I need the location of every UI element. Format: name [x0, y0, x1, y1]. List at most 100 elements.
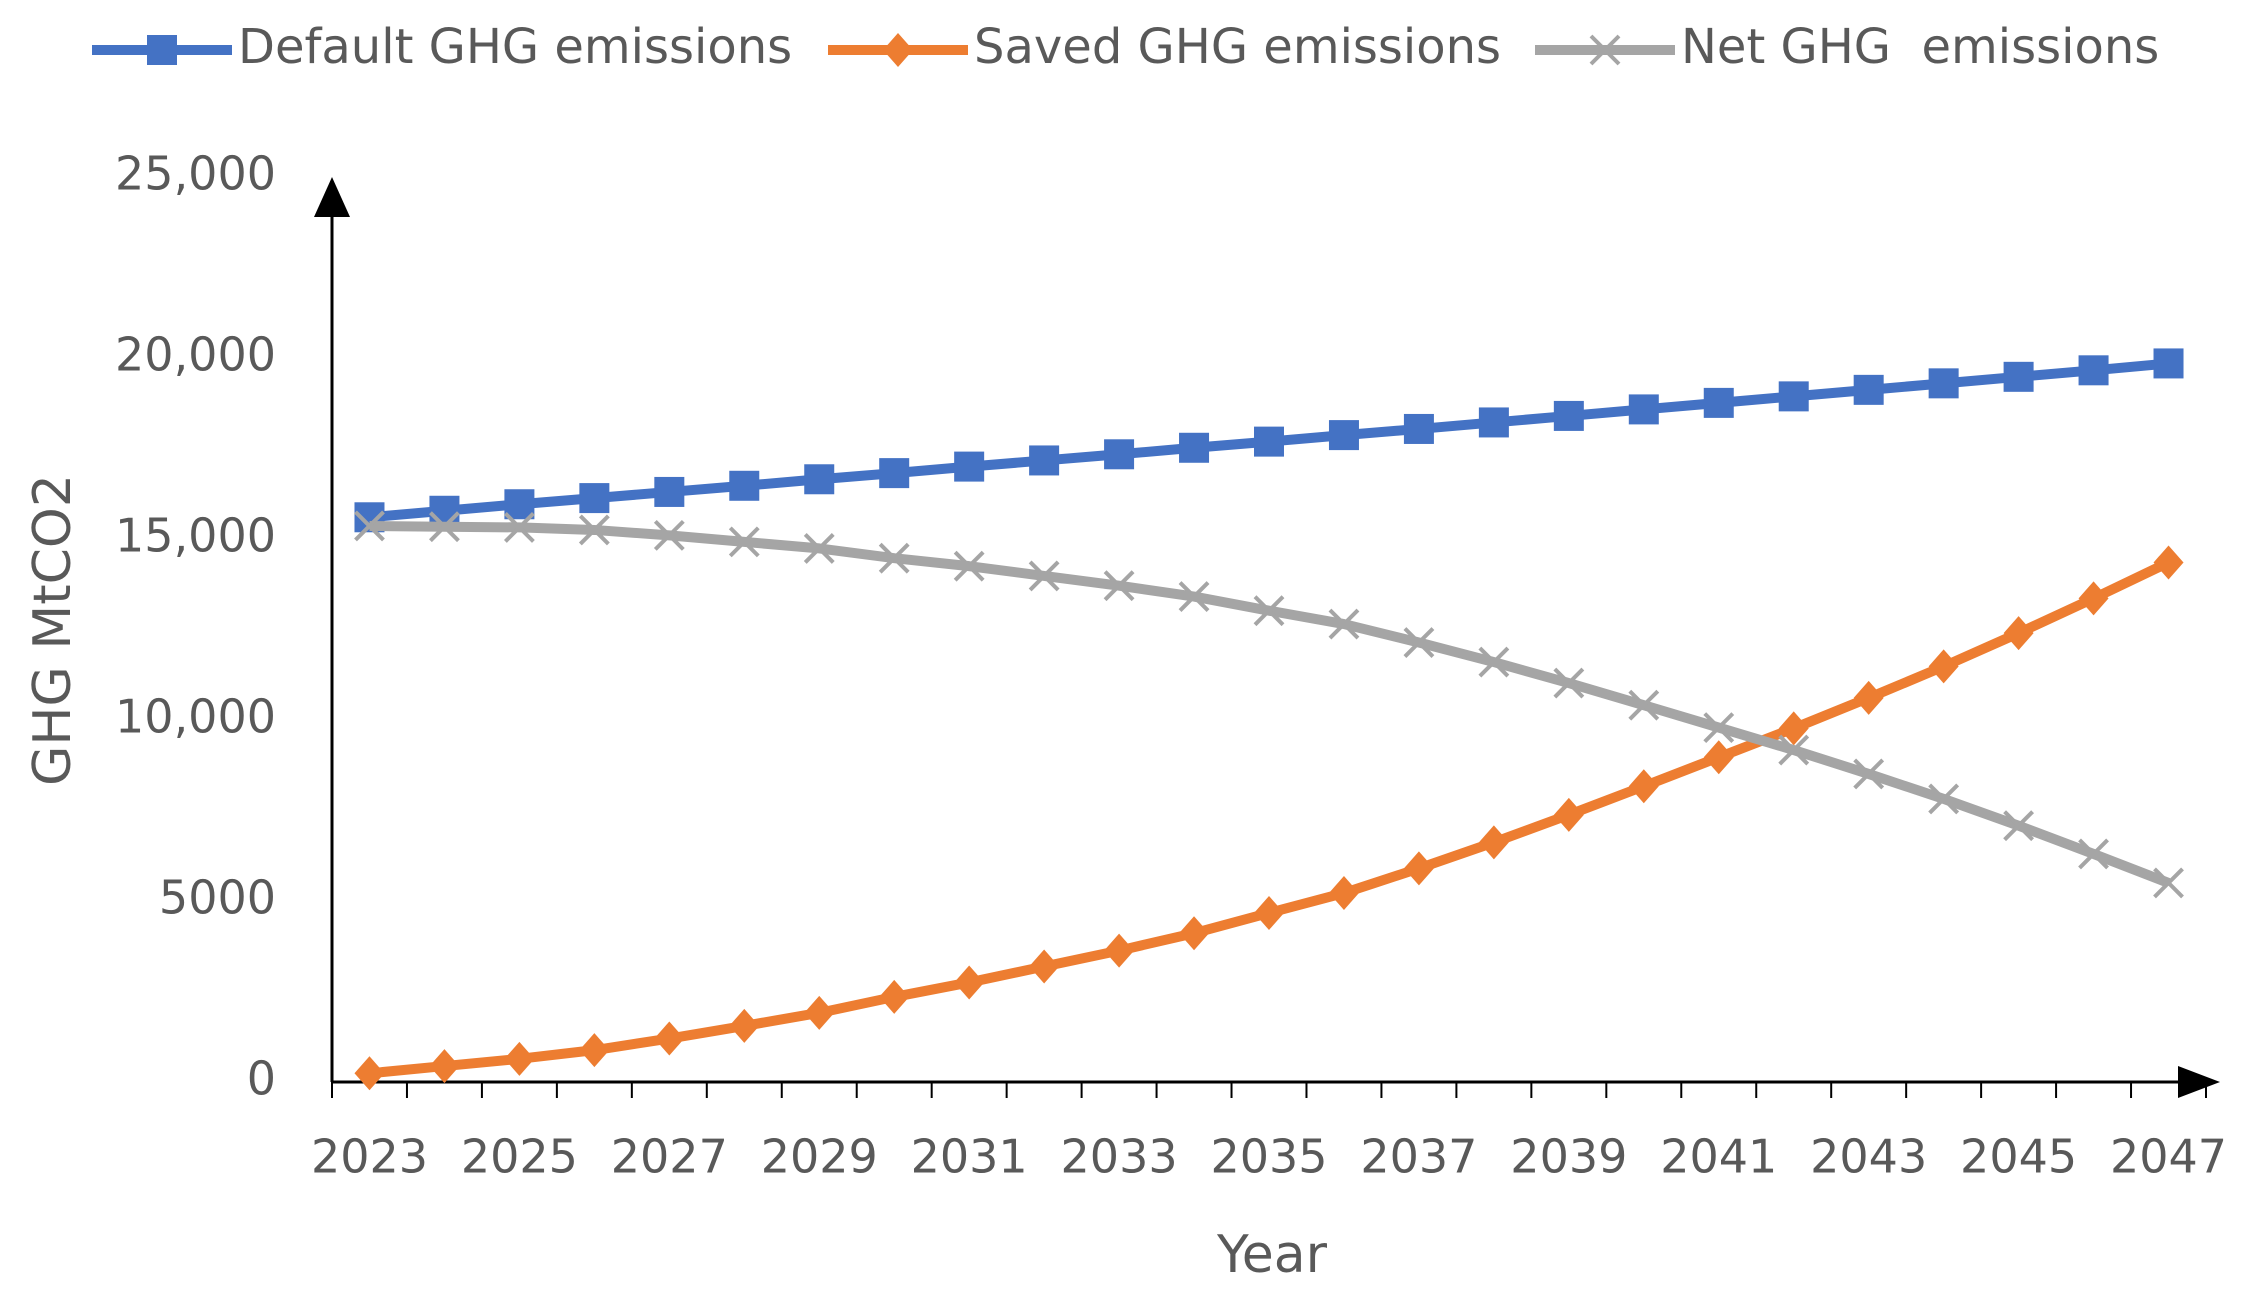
- marker: [1178, 581, 1210, 612]
- marker: [1928, 368, 1959, 399]
- series: Net GHG emissions: [354, 19, 2184, 899]
- marker: [1928, 783, 1960, 815]
- x-tick-label: 2031: [911, 1130, 1028, 1184]
- marker: [1103, 570, 1135, 602]
- series: Default GHG emissions: [92, 19, 2184, 533]
- x-tick-label: 2033: [1061, 1130, 1178, 1184]
- marker: [429, 511, 460, 543]
- marker: [1403, 851, 1434, 886]
- x-tick-label: 2047: [2110, 1130, 2227, 1184]
- marker: [1928, 649, 1959, 684]
- marker: [1028, 560, 1060, 592]
- y-axis-arrow: [314, 177, 350, 217]
- marker: [1104, 439, 1135, 470]
- y-tick-label: 25,000: [115, 147, 276, 201]
- marker: [1778, 381, 1809, 412]
- marker: [953, 550, 985, 582]
- marker: [879, 458, 910, 489]
- x-tick-label: 2027: [611, 1130, 728, 1184]
- marker: [1853, 758, 1885, 790]
- marker: [1703, 740, 1734, 775]
- y-tick-label: 0: [247, 1052, 276, 1106]
- marker: [1179, 432, 1210, 463]
- marker: [578, 514, 610, 546]
- marker: [1853, 680, 1884, 715]
- marker: [1328, 420, 1359, 451]
- marker: [1703, 712, 1735, 744]
- marker: [1029, 949, 1060, 984]
- marker: [1553, 797, 1584, 832]
- marker: [728, 526, 760, 558]
- marker: [1478, 825, 1509, 860]
- marker: [1254, 426, 1284, 457]
- y-tick-label: 5000: [159, 871, 276, 925]
- marker: [354, 1056, 385, 1091]
- x-tick-label: 2035: [1210, 1130, 1327, 1184]
- marker: [504, 489, 535, 520]
- marker: [1403, 627, 1435, 658]
- marker: [1478, 407, 1509, 438]
- series-line: [369, 520, 2171, 888]
- marker: [1589, 34, 1621, 66]
- x-tick-label: 2037: [1360, 1130, 1477, 1184]
- marker: [1628, 394, 1659, 425]
- marker: [954, 451, 985, 482]
- marker: [2003, 616, 2034, 651]
- marker: [804, 464, 835, 495]
- marker: [1628, 689, 1660, 721]
- legend-label: Net GHG emissions: [1681, 19, 2159, 75]
- marker: [1703, 387, 1734, 418]
- marker: [2078, 838, 2109, 870]
- marker: [1253, 595, 1285, 627]
- marker: [878, 542, 910, 574]
- marker: [147, 35, 177, 65]
- marker: [1778, 734, 1810, 766]
- x-tick-label: 2025: [461, 1130, 578, 1184]
- marker: [1179, 916, 1210, 951]
- x-tick-label: 2029: [761, 1130, 878, 1184]
- marker: [1104, 933, 1135, 968]
- series-line: [368, 558, 2171, 1079]
- x-tick-label: 2023: [311, 1130, 428, 1184]
- marker: [503, 512, 535, 543]
- x-tick-label: 2043: [1810, 1130, 1927, 1184]
- marker: [1403, 413, 1434, 444]
- marker: [579, 483, 610, 514]
- marker: [803, 532, 835, 564]
- legend-label: Default GHG emissions: [238, 19, 792, 75]
- marker: [1478, 646, 1510, 678]
- marker: [729, 470, 760, 501]
- marker: [879, 979, 910, 1014]
- x-tick-label: 2045: [1960, 1130, 2077, 1184]
- series: Saved GHG emissions: [354, 19, 2184, 1091]
- marker: [504, 1041, 535, 1076]
- marker: [1254, 895, 1284, 930]
- marker: [2078, 581, 2109, 616]
- marker: [579, 1033, 610, 1068]
- marker: [654, 1021, 685, 1056]
- marker: [2078, 355, 2109, 386]
- marker: [804, 995, 835, 1030]
- marker: [429, 1049, 460, 1084]
- marker: [954, 965, 985, 1000]
- marker: [1328, 608, 1360, 640]
- y-axis-label: GHG MtCO2: [23, 474, 83, 786]
- y-tick-label: 10,000: [115, 690, 276, 744]
- marker: [429, 495, 460, 526]
- marker: [883, 33, 913, 67]
- marker: [729, 1008, 760, 1043]
- marker: [2153, 867, 2184, 899]
- marker: [1553, 667, 1585, 699]
- x-axis-label: Year: [1216, 1225, 1328, 1285]
- marker: [1778, 711, 1809, 746]
- marker: [2153, 348, 2184, 379]
- marker: [2003, 361, 2034, 392]
- marker: [1328, 876, 1359, 911]
- marker: [2003, 810, 2035, 842]
- y-tick-label: 20,000: [115, 328, 276, 382]
- x-tick-label: 2041: [1660, 1130, 1777, 1184]
- x-tick-label: 2039: [1510, 1130, 1627, 1184]
- marker: [653, 519, 685, 551]
- y-tick-label: 15,000: [115, 509, 276, 563]
